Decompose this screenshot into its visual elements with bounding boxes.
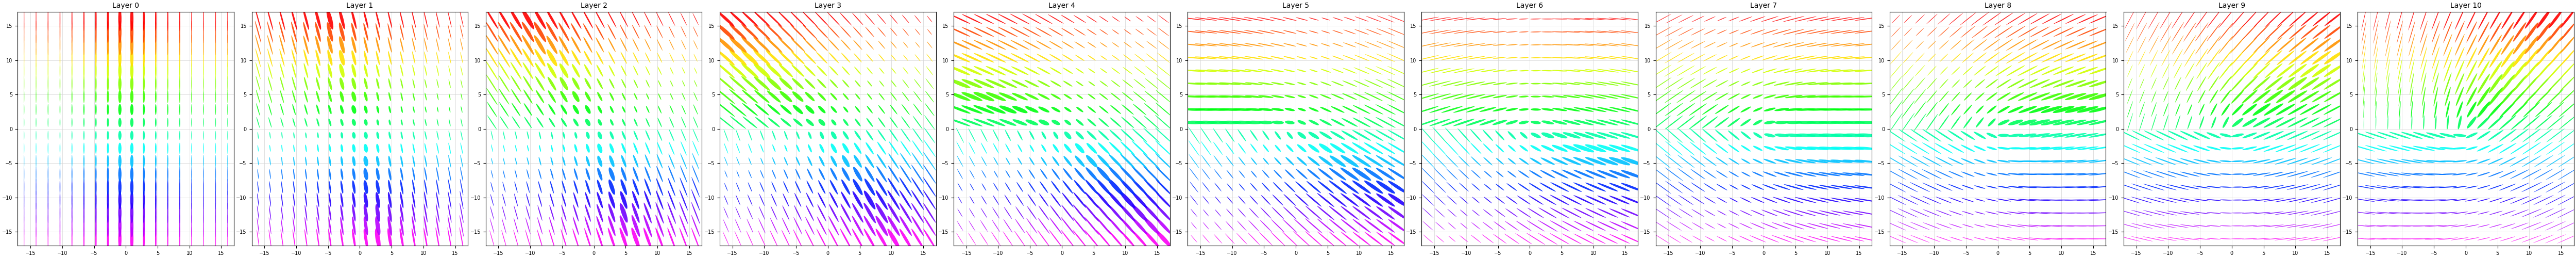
Title: Layer 7: Layer 7 <box>1749 2 1777 9</box>
Title: Layer 6: Layer 6 <box>1517 2 1543 9</box>
Title: Layer 1: Layer 1 <box>345 2 374 9</box>
Title: Layer 9: Layer 9 <box>2218 2 2246 9</box>
Title: Layer 0: Layer 0 <box>113 2 139 9</box>
Title: Layer 4: Layer 4 <box>1048 2 1074 9</box>
Title: Layer 8: Layer 8 <box>1984 2 2012 9</box>
Title: Layer 10: Layer 10 <box>2450 2 2481 9</box>
Title: Layer 5: Layer 5 <box>1283 2 1309 9</box>
Title: Layer 3: Layer 3 <box>814 2 842 9</box>
Title: Layer 2: Layer 2 <box>580 2 608 9</box>
